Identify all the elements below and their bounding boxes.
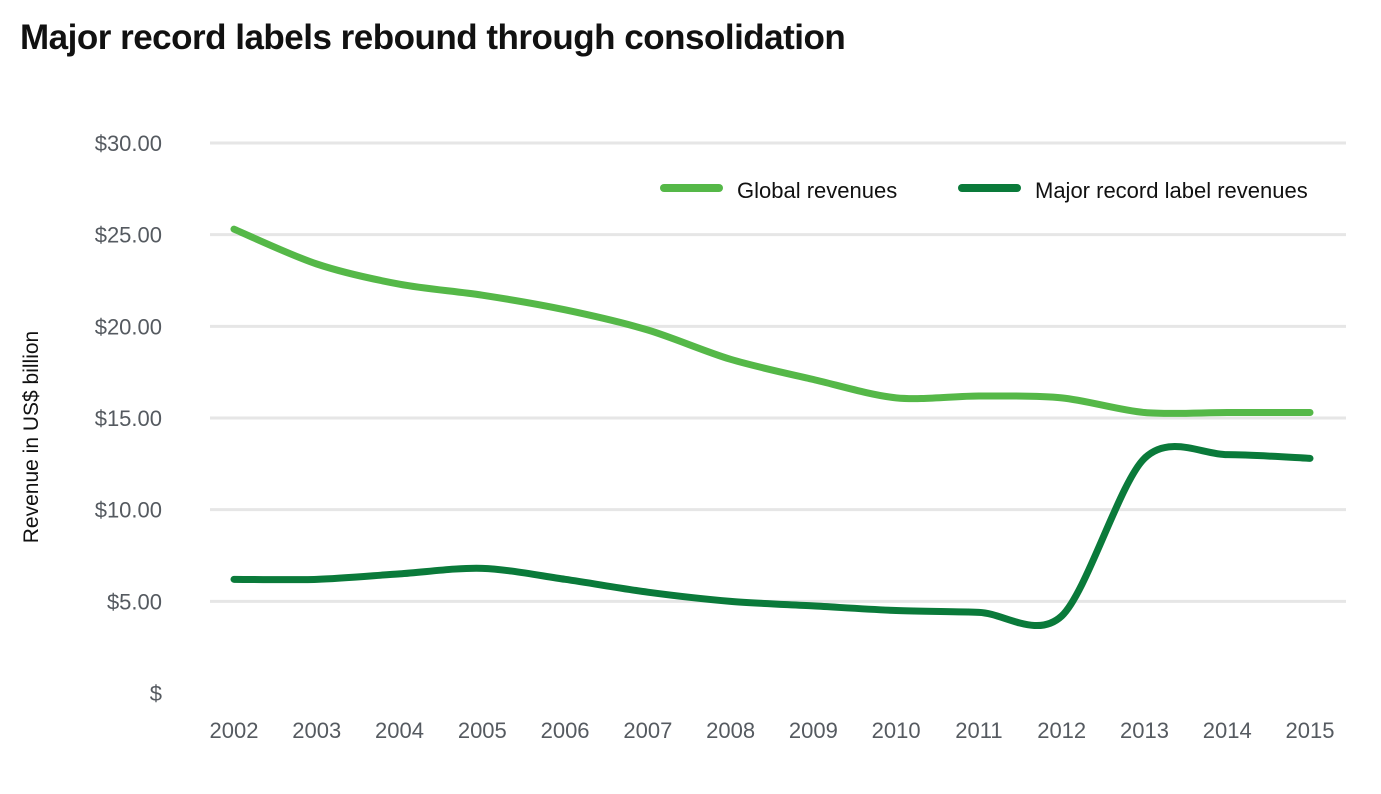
x-tick-label: 2002	[210, 718, 259, 743]
x-tick-label: 2005	[458, 718, 507, 743]
x-tick-label: 2009	[789, 718, 838, 743]
y-tick-label: $10.00	[95, 498, 162, 523]
legend-label: Global revenues	[737, 178, 897, 203]
y-tick-label: $5.00	[107, 589, 162, 614]
legend-label: Major record label revenues	[1035, 178, 1308, 203]
x-tick-label: 2006	[541, 718, 590, 743]
y-tick-labels: $ $5.00 $10.00 $15.00 $20.00 $25.00 $30.00	[95, 131, 162, 706]
x-tick-labels: 2002 2003 2004 2005 2006 2007 2008 2009 2010 2011…	[210, 718, 1335, 743]
x-tick-label: 2014	[1203, 718, 1252, 743]
x-tick-label: 2003	[292, 718, 341, 743]
x-tick-label: 2015	[1286, 718, 1335, 743]
y-axis-label: Revenue in US$ billion	[20, 331, 43, 543]
y-tick-label: $25.00	[95, 223, 162, 248]
chart-title: Major record labels rebound through cons…	[20, 18, 846, 57]
y-tick-label: $15.00	[95, 406, 162, 431]
x-tick-label: 2008	[706, 718, 755, 743]
legend: Global revenues Major record label revenu…	[660, 178, 1308, 203]
y-tick-label: $	[150, 681, 162, 706]
x-tick-label: 2010	[872, 718, 921, 743]
series-lines	[230, 225, 1314, 629]
x-tick-label: 2011	[955, 718, 1002, 743]
series-line-1	[230, 443, 1314, 629]
grid	[210, 141, 1346, 603]
x-tick-label: 2007	[623, 718, 672, 743]
y-tick-label: $20.00	[95, 314, 162, 339]
series-line-0	[230, 225, 1314, 417]
x-tick-label: 2004	[375, 718, 424, 743]
x-tick-label: 2012	[1037, 718, 1086, 743]
y-tick-label: $30.00	[95, 131, 162, 156]
x-tick-label: 2013	[1120, 718, 1169, 743]
